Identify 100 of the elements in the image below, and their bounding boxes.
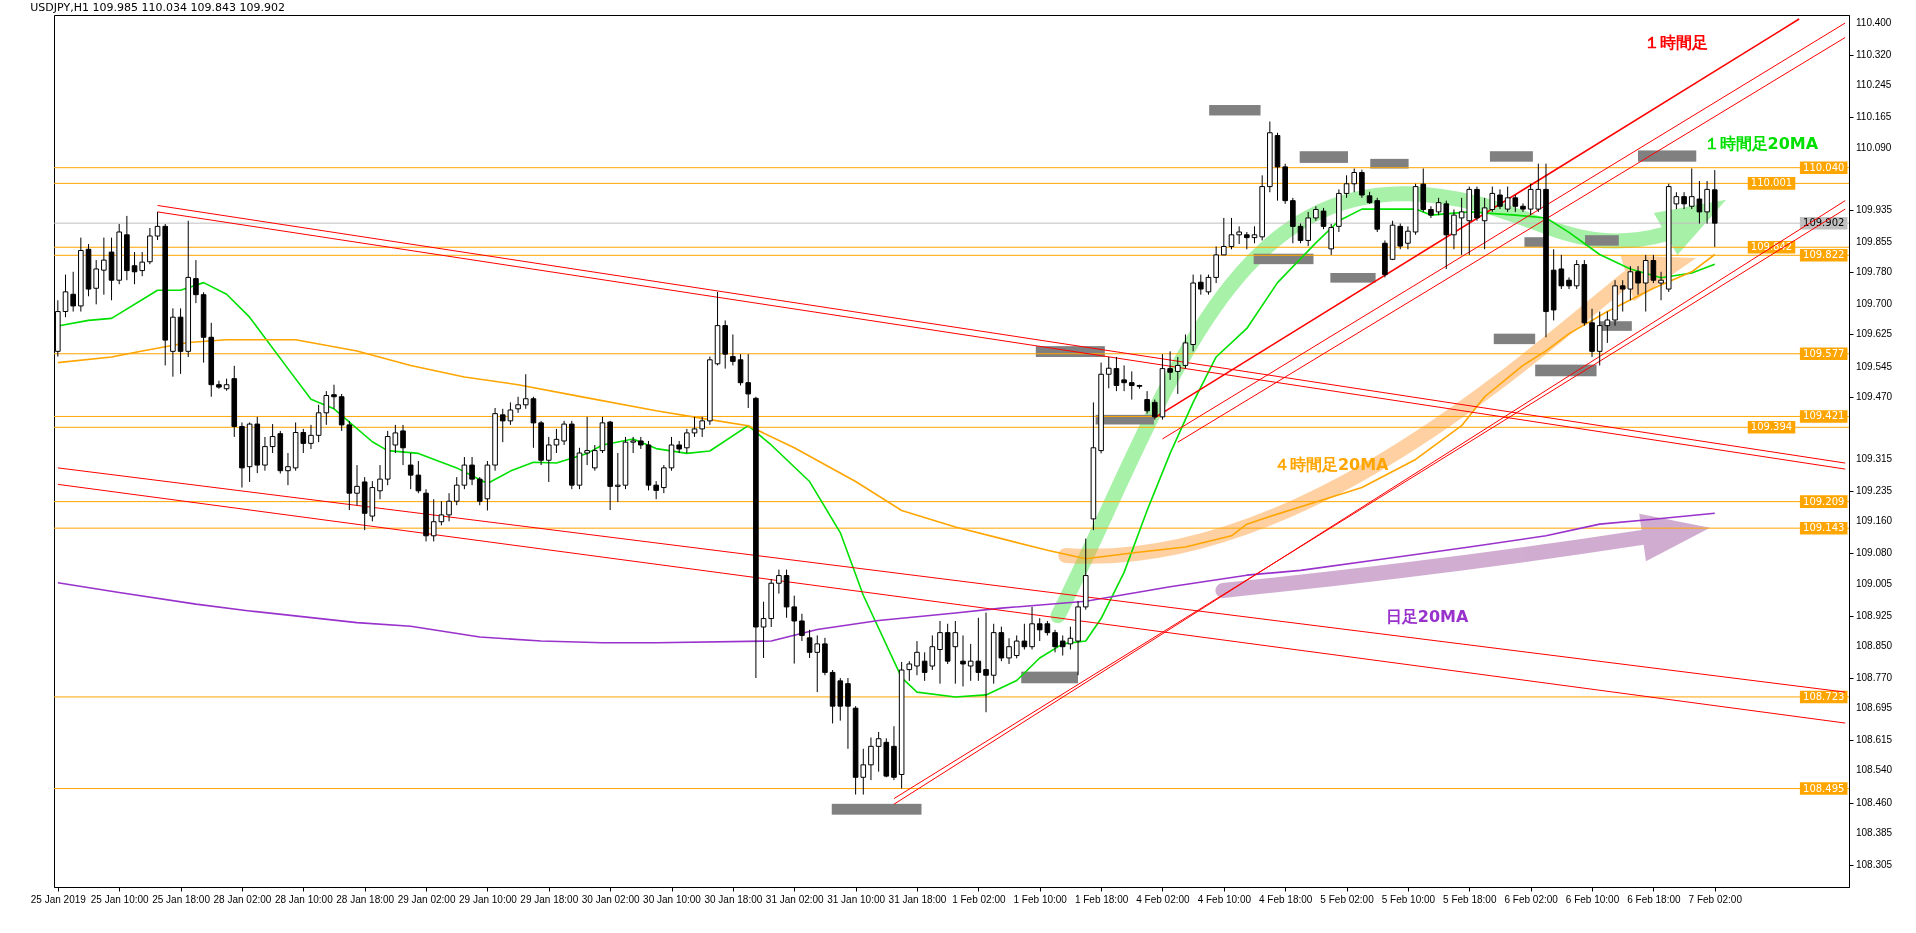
candlestick	[845, 677, 851, 750]
x-tick-label: 30 Jan 10:00	[643, 893, 702, 905]
candlestick	[1328, 223, 1335, 256]
candlestick	[469, 456, 475, 486]
candlestick	[937, 620, 943, 685]
candlestick	[354, 464, 360, 506]
x-tick-label: 29 Jan 02:00	[397, 893, 456, 905]
candlestick	[1497, 188, 1503, 210]
y-tick-label: 108.850	[1856, 639, 1893, 651]
x-tick-label: 1 Feb 18:00	[1074, 893, 1129, 905]
candlestick	[285, 452, 291, 486]
candlestick	[914, 640, 920, 676]
x-tick-label: 4 Feb 10:00	[1197, 893, 1252, 905]
ref-line-label: 109.209	[1803, 495, 1845, 507]
candlestick	[62, 274, 69, 318]
y-tick-label: 108.305	[1856, 858, 1893, 870]
x-tick-label: 6 Feb 18:00	[1627, 893, 1682, 905]
ref-line-label: 109.394	[1750, 421, 1793, 433]
y-tick-label: 109.545	[1856, 360, 1893, 372]
ref-line-label: 108.495	[1803, 782, 1845, 794]
candlestick	[776, 569, 782, 595]
candlestick	[1635, 265, 1641, 296]
x-tick-label: 5 Feb 10:00	[1381, 893, 1436, 905]
candlestick	[1658, 271, 1664, 301]
candlestick	[1167, 350, 1173, 381]
candlestick	[730, 333, 736, 366]
candlestick	[131, 251, 138, 285]
candlestick	[799, 613, 805, 642]
ref-line-label: 110.040	[1803, 161, 1845, 173]
candlestick	[1029, 606, 1035, 651]
candlestick	[101, 237, 107, 296]
candlestick	[1198, 274, 1204, 296]
candlestick	[661, 464, 667, 494]
y-tick-label: 109.160	[1856, 515, 1893, 527]
y-tick-label: 109.315	[1856, 453, 1893, 465]
y-tick-label: 110.165	[1856, 111, 1892, 123]
x-tick-label: 28 Jan 02:00	[213, 893, 272, 905]
y-tick-label: 109.935	[1856, 203, 1893, 215]
candlestick	[1566, 276, 1572, 290]
x-tick-label: 31 Jan 02:00	[765, 893, 825, 905]
y-tick-label: 108.460	[1856, 796, 1893, 808]
candlestick	[684, 428, 690, 454]
candlestick	[377, 464, 383, 500]
candlestick	[960, 634, 966, 687]
candlestick	[668, 436, 675, 472]
candlestick	[139, 251, 146, 277]
ref-line-label: 110.001	[1750, 177, 1793, 189]
y-tick-label: 109.625	[1856, 328, 1893, 340]
candlestick	[691, 416, 698, 438]
y-tick-label: 109.780	[1856, 266, 1893, 278]
candlestick	[1006, 637, 1012, 665]
y-tick-label: 109.470	[1856, 390, 1893, 402]
x-tick-label: 6 Feb 02:00	[1504, 893, 1559, 905]
x-tick-label: 5 Feb 02:00	[1320, 893, 1375, 905]
x-tick-label: 25 Jan 2019	[30, 893, 87, 905]
candlestick	[93, 259, 99, 305]
candlestick	[1520, 202, 1526, 213]
x-tick-label: 28 Jan 10:00	[274, 893, 334, 905]
candlestick	[70, 271, 76, 313]
candlestick	[400, 424, 406, 466]
candlestick	[584, 416, 590, 466]
y-tick-label: 109.855	[1856, 236, 1893, 248]
ref-line-label: 109.577	[1803, 347, 1845, 359]
x-tick-label: 29 Jan 10:00	[458, 893, 518, 905]
candlestick	[1305, 211, 1311, 247]
candlestick	[983, 612, 989, 713]
x-tick-label: 25 Jan 18:00	[152, 893, 211, 905]
y-tick-label: 109.235	[1856, 485, 1893, 497]
candlestick	[1221, 217, 1227, 256]
candlestick	[331, 384, 337, 410]
y-tick-label: 108.540	[1856, 764, 1893, 776]
y-tick-label: 110.400	[1856, 17, 1892, 29]
candlestick	[1681, 191, 1687, 210]
candlestick	[1174, 356, 1181, 395]
ref-line-label: 109.842	[1750, 241, 1793, 253]
x-tick-label: 25 Jan 10:00	[90, 893, 150, 905]
x-tick-label: 4 Feb 18:00	[1259, 893, 1313, 905]
y-tick-label: 110.090	[1856, 141, 1892, 153]
series-label: ４時間足20MA	[1273, 455, 1390, 475]
candlestick	[1052, 629, 1058, 653]
candlestick	[1704, 180, 1710, 225]
y-tick-label: 108.385	[1856, 826, 1893, 838]
y-tick-label: 108.770	[1856, 672, 1893, 684]
x-tick-label: 29 Jan 18:00	[520, 893, 579, 905]
candlestick	[653, 480, 659, 500]
text: 日足20MA	[1385, 606, 1469, 626]
candlestick	[561, 420, 567, 446]
ref-line-label: 108.723	[1803, 690, 1845, 702]
y-tick-label: 108.615	[1856, 734, 1893, 746]
candlestick	[1213, 245, 1219, 284]
candlestick	[515, 396, 521, 414]
line-series	[57, 512, 1716, 644]
candlestick	[1182, 333, 1189, 370]
candlestick	[592, 444, 598, 472]
x-tick-label: 7 Feb 02:00	[1688, 893, 1743, 905]
candlestick	[262, 436, 268, 472]
candlestick	[1359, 169, 1365, 199]
candlestick	[1205, 274, 1212, 296]
candlestick	[1297, 223, 1304, 244]
candlestick	[1121, 364, 1127, 392]
